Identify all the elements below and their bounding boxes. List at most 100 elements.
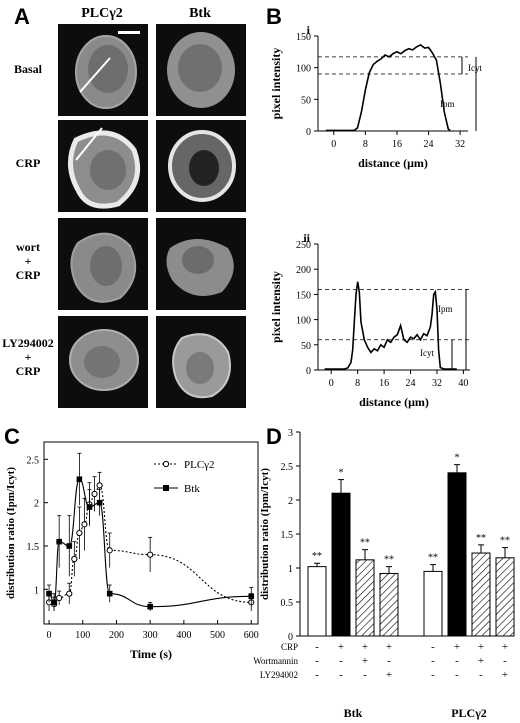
bii-y-tick-label: 100 <box>296 316 311 327</box>
bi-icyt-label: Icyt <box>468 63 482 73</box>
row-label-wort-crp: wort + CRP <box>15 240 41 282</box>
c-legend-marker-1 <box>163 485 169 491</box>
panel-label-d: D <box>266 424 282 449</box>
bii-ipm-label: Ipm <box>438 304 453 314</box>
c-point-plcg2 <box>106 547 113 554</box>
d-bar <box>471 552 491 637</box>
d-condition-mark: + <box>478 641 484 653</box>
d-condition-label: LY294002 <box>260 670 298 680</box>
d-significance: ** <box>384 555 394 566</box>
panel-label-a: A <box>14 4 30 29</box>
c-point-btk <box>51 599 57 606</box>
c-point-plcg2 <box>81 521 88 528</box>
row-label-ly294002-crp: LY294002 + CRP <box>2 336 54 378</box>
col-header-btk: Btk <box>189 6 211 21</box>
c-point-btk <box>66 543 73 549</box>
d-condition-mark: - <box>315 669 319 681</box>
micrograph-ly-btk <box>156 316 246 408</box>
d-y-tick-label: 1 <box>288 564 293 575</box>
row-label-crp: CRP <box>15 156 41 170</box>
c-x-tick-label: 500 <box>210 630 225 641</box>
bii-profile-line <box>324 281 457 370</box>
d-condition-mark: - <box>315 655 319 667</box>
c-series-line-1 <box>48 478 252 608</box>
d-bar <box>331 492 351 637</box>
c-point-btk <box>106 590 113 597</box>
c-point-plcg2 <box>76 529 83 537</box>
bii-y-tick-label: 50 <box>301 341 311 352</box>
c-x-tick-label: 200 <box>109 630 124 641</box>
d-bar <box>423 570 443 637</box>
micrograph-wort-btk <box>156 218 246 310</box>
d-significance: ** <box>312 551 322 562</box>
bii-tag: ii <box>303 231 310 245</box>
bi-x-tick-label: 8 <box>363 139 368 150</box>
d-y-tick-label: 3 <box>288 428 293 439</box>
row-label-basal: Basal <box>13 62 42 76</box>
d-condition-label: CRP <box>281 642 298 652</box>
c-point-btk <box>86 504 93 510</box>
d-bar <box>495 557 515 637</box>
d-condition-mark: - <box>431 669 435 681</box>
c-x-tick-label: 100 <box>75 630 90 641</box>
panel-label-c: C <box>4 424 20 449</box>
d-bar <box>355 559 375 637</box>
bii-y-tick-label: 0 <box>306 366 311 377</box>
d-significance: ** <box>476 533 486 544</box>
c-y-tick-label: 1.5 <box>27 542 40 553</box>
d-significance: ** <box>500 536 510 547</box>
c-plot-frame <box>43 441 259 625</box>
c-y-tick-label: 1 <box>34 585 39 596</box>
c-x-tick-label: 300 <box>143 630 158 641</box>
bi-y-tick-label: 50 <box>301 95 311 106</box>
c-point-btk <box>147 603 153 610</box>
d-condition-mark: + <box>386 669 392 681</box>
d-condition-mark: + <box>478 655 484 667</box>
d-condition-mark: - <box>363 669 367 681</box>
c-y-tick-label: 2 <box>34 499 39 510</box>
bi-x-tick-label: 16 <box>392 139 402 150</box>
d-y-label: distribution ratio (Ipm/Icyt) <box>259 468 271 600</box>
d-significance: * <box>339 468 344 479</box>
bi-y-tick-label: 0 <box>306 127 311 138</box>
micrograph-basal-plcg2 <box>58 24 148 116</box>
bii-x-tick-label: 24 <box>406 378 416 389</box>
bii-y-tick-label: 150 <box>296 290 311 301</box>
d-condition-mark: - <box>503 655 507 667</box>
d-condition-mark: - <box>431 655 435 667</box>
d-y-tick-label: 2.5 <box>281 462 294 473</box>
bii-y-tick-label: 200 <box>296 265 311 276</box>
bii-x-tick-label: 40 <box>458 378 468 389</box>
c-y-label: distribution ratio (Ipm/Icyt) <box>5 467 17 599</box>
d-bar <box>379 572 399 637</box>
d-condition-mark: + <box>502 669 508 681</box>
bi-x-label: distance (μm) <box>358 156 428 170</box>
d-condition-mark: - <box>479 669 483 681</box>
bii-x-tick-label: 0 <box>329 378 334 389</box>
c-x-tick-label: 600 <box>244 630 259 641</box>
bi-x-tick-label: 0 <box>331 139 336 150</box>
c-legend-label-1: Btk <box>184 483 200 495</box>
d-significance: ** <box>428 553 438 564</box>
bi-tag: i <box>307 23 311 37</box>
bi-ipm-label: Ipm <box>440 99 455 109</box>
d-y-tick-label: 0 <box>288 632 293 643</box>
c-x-tick-label: 400 <box>176 630 191 641</box>
panel-label-b: B <box>266 4 282 29</box>
c-x-tick-label: 0 <box>47 630 52 641</box>
d-significance: ** <box>360 538 370 549</box>
d-condition-mark: - <box>455 669 459 681</box>
bi-y-tick-label: 100 <box>296 64 311 75</box>
col-header-plcg2: PLCγ2 <box>81 6 123 21</box>
bii-x-tick-label: 32 <box>432 378 442 389</box>
c-point-plcg2 <box>147 551 154 558</box>
d-condition-mark: + <box>338 641 344 653</box>
bii-y-tick-label: 250 <box>296 240 311 251</box>
c-point-btk <box>46 590 52 597</box>
d-condition-mark: + <box>502 641 508 653</box>
bi-x-tick-label: 32 <box>455 139 465 150</box>
c-point-plcg2 <box>91 490 98 498</box>
d-group-label: PLCγ2 <box>451 706 487 720</box>
c-point-btk <box>248 593 255 600</box>
